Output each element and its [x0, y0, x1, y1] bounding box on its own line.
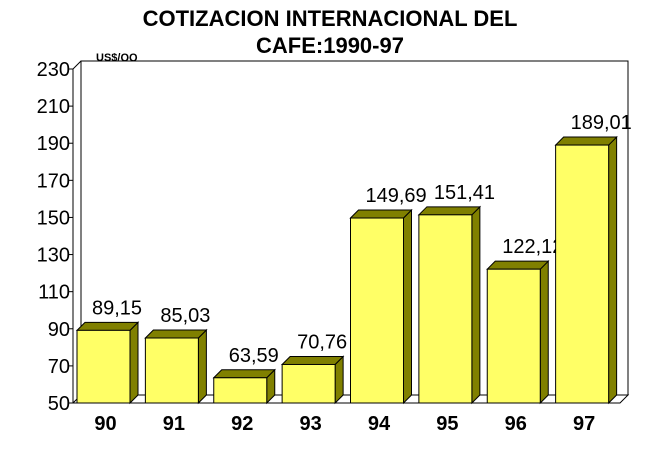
bar-top: [75, 321, 140, 331]
bar: [555, 144, 610, 404]
y-tick-label: 170: [37, 170, 70, 192]
bar-data-label: 151,41: [434, 182, 495, 204]
y-tick-label: 130: [37, 245, 70, 267]
bar-data-label: 85,03: [160, 305, 210, 327]
bar: [76, 329, 131, 404]
bars: 89,15 85,03 63,59 70,76 149,69 151,41 122,12 18…: [75, 112, 632, 405]
bar-data-label: 89,15: [92, 297, 142, 319]
bar-side: [471, 205, 481, 405]
bar-side: [129, 321, 139, 405]
bar: [418, 214, 473, 404]
bar: [350, 217, 404, 404]
x-category-label: 92: [231, 413, 253, 435]
chart-title-line-2: CAFE:1990-97: [256, 33, 404, 58]
bar-side: [197, 328, 207, 405]
x-category-label: 97: [573, 413, 595, 435]
bar-top: [212, 369, 276, 379]
y-tick-label: 210: [37, 96, 70, 118]
x-category-label: 91: [163, 413, 185, 435]
y-axis: 50 70 90 110 130 150 170 190 210 230: [37, 59, 73, 415]
y-tick-label: 230: [37, 59, 70, 81]
y-tick-label: 110: [38, 282, 70, 304]
bar-top: [349, 209, 413, 219]
bar-top: [417, 206, 482, 216]
y-tick-label: 50: [48, 393, 70, 415]
x-category-label: 90: [94, 413, 116, 435]
x-category-label: 94: [368, 413, 391, 435]
y-tick-label: 90: [48, 319, 70, 341]
bar: [213, 377, 268, 404]
axis-corner-line: [72, 60, 82, 70]
chart-title-line-1: COTIZACION INTERNACIONAL DEL: [142, 6, 518, 31]
x-category-label: 95: [436, 413, 458, 435]
x-axis: 90 91 92 93 94 95 96 97: [94, 413, 595, 435]
bar-top: [144, 329, 208, 339]
bar-side: [403, 208, 412, 405]
bar-data-label: 149,69: [366, 185, 427, 207]
bar-data-label: 189,01: [571, 112, 632, 134]
bar-side: [608, 135, 618, 405]
bar-top: [486, 260, 550, 270]
x-category-label: 96: [505, 413, 527, 435]
bar-data-label: 70,76: [297, 331, 347, 353]
bar-data-label: 122,12: [502, 236, 563, 258]
y-tick-label: 150: [37, 207, 70, 229]
bar-top: [554, 136, 618, 146]
bar: [281, 363, 336, 404]
bar-data-label: 63,59: [229, 345, 279, 367]
bar: [144, 337, 199, 404]
bar: [486, 268, 541, 404]
x-category-label: 93: [300, 413, 322, 435]
y-tick-label: 190: [37, 133, 70, 155]
bar-side: [539, 259, 549, 405]
y-tick-label: 70: [48, 356, 70, 378]
bar-top: [280, 355, 345, 365]
